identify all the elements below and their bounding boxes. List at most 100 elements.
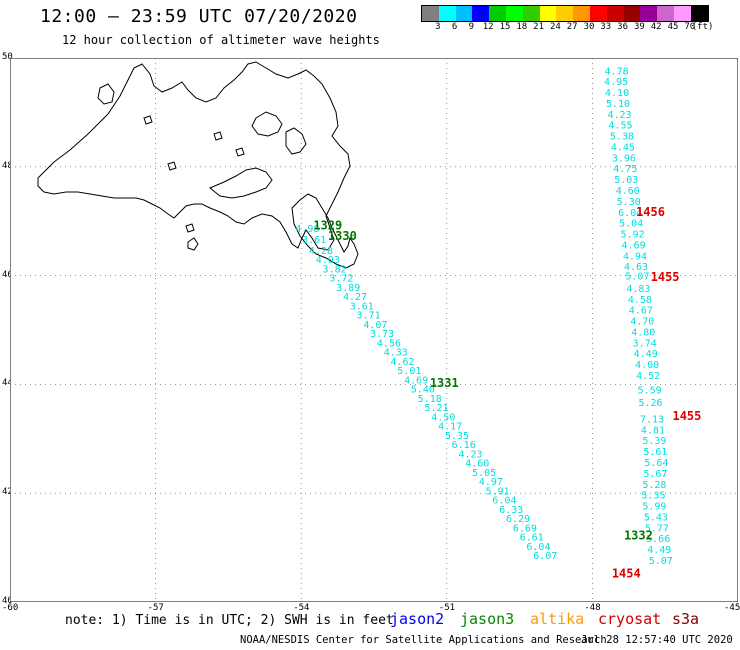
wave-height-value: 4.23 [607,110,631,121]
wave-height-value: 5.91 [486,486,510,497]
legend-swatch [422,6,439,21]
wave-height-value: 4.28 [309,246,333,257]
wave-height-value: 3.72 [329,274,353,285]
legend-swatch [573,6,590,21]
pass-time-label: 1455 [672,409,701,423]
map-subtitle: 12 hour collection of altimeter wave hei… [62,33,380,47]
legend-swatch [489,6,506,21]
wave-height-value: 4.49 [634,349,658,360]
wave-height-value: 5.07 [625,271,649,282]
wave-height-value: 6.33 [499,505,523,516]
legend-label: 36 [617,22,629,32]
wave-height-value: 4.10 [605,88,629,99]
wave-height-value: 4.67 [629,306,653,317]
wave-height-value: 3.61 [302,235,326,246]
wave-height-value: 4.81 [641,425,665,436]
wave-height-value: 4.50 [431,412,455,423]
legend-label: 9 [468,22,475,32]
wave-height-value: 6.61 [520,533,544,544]
wave-height-value: 5.05 [472,468,496,479]
wave-height-value: 4.03 [316,255,340,266]
legend-swatch [690,6,708,21]
satellite-legend-item: cryosat [598,610,662,628]
longitude-label: -48 [584,603,601,613]
wave-height-value: 4.98 [295,224,319,235]
wave-height-value: 5.39 [642,436,666,447]
wave-height-value: 5.28 [642,480,666,491]
wave-height-value: 5.92 [621,230,645,241]
wave-height-value: 4.58 [628,295,652,306]
legend-swatch [438,6,456,21]
wave-height-value: 4.23 [458,449,482,460]
map-svg: 4.784.954.105.104.234.555.384.453.964.75… [10,58,738,602]
wave-height-value: 6.04 [526,542,550,553]
legend-swatch [640,6,658,21]
wave-height-value: 5.59 [638,386,662,397]
small-island-1 [187,237,199,251]
wave-height-value: 3.89 [336,283,360,294]
credit-timestamp: Jul 28 12:57:40 UTC 2020 [581,634,733,646]
wave-height-value: 4.80 [631,327,655,338]
wave-height-value: 3.73 [370,329,394,340]
wave-height-value: 4.63 [624,262,648,273]
satellite-legend-item: jason3 [460,610,515,628]
legend-label: 6 [451,22,458,32]
wave-height-value: 5.04 [619,219,643,230]
pass-time-label: 1456 [636,205,665,219]
wave-height-value: 3.61 [350,301,374,312]
legend-swatch [606,6,624,21]
note-text: note: 1) Time is in UTC; 2) SWH is in fe… [65,613,394,628]
map-area: 4.78 4.95 4.10 5.10 4.23 4.55 5.38 4.45 3.96 4.75… [10,58,738,602]
wave-height-value: 5.99 [642,502,666,513]
legend-swatch [657,6,674,21]
wave-height-value: 3.71 [357,311,381,322]
wave-height-value: 6.29 [506,514,530,525]
legend-swatch [673,6,691,21]
longitude-label: -57 [147,603,164,613]
wave-height-value: 4.49 [647,545,671,556]
wave-height-value: 4.83 [626,284,650,295]
small-island-5 [235,147,245,157]
wave-height-value: 5.10 [606,99,630,110]
legend-label: (ft) [691,22,714,32]
legend-swatch [539,6,557,21]
wave-height-value: 4.69 [622,240,646,251]
wave-height-value: 5.01 [397,366,421,377]
wave-height-value: 4.69 [404,375,428,386]
northern-bay [251,111,283,137]
legend-swatch [556,6,574,21]
wave-height-value: 5.38 [610,132,634,143]
pass-time-label: 1454 [612,567,641,581]
wave-height-value: 5.35 [445,431,469,442]
longitude-label: -54 [293,603,310,613]
longitude-label: -51 [438,603,456,613]
wave-height-value: 5.07 [649,556,673,567]
wave-height-value: 6.04 [618,208,642,219]
pass-time-label: 1330 [328,229,357,243]
color-legend [421,5,709,22]
wave-height-value: 5.21 [424,403,448,414]
wave-height-value: 3.74 [633,338,657,349]
wave-height-value: 4.60 [616,186,640,197]
wave-height-value: 5.26 [639,398,663,409]
wave-height-value: 6.07 [533,551,557,562]
wave-height-value: 4.55 [608,121,632,132]
legend-label: 45 [667,22,679,32]
legend-label: 42 [650,22,662,32]
wave-height-value: 3.96 [612,153,636,164]
avalon-peninsula [291,193,359,269]
latitude-label: 48 [2,160,13,171]
wave-height-value: 4.97 [479,477,503,488]
wave-height-value: 5.40 [411,385,435,396]
map-title: 12:00 – 23:59 UTC 07/20/2020 [40,6,358,27]
legend-label: 15 [499,22,511,32]
pass-time-label: 1329 [313,218,342,232]
altimeter-tracks: 4.784.954.105.104.234.555.384.453.964.75… [295,66,701,580]
satellite-legend-item: s3a [672,610,700,628]
wave-height-value: 5.61 [643,447,667,458]
legend-label: 70 [684,22,696,32]
wave-height-value: 4.62 [391,357,415,368]
wave-height-value: 5.35 [641,491,665,502]
latitude-label: 50 [2,52,13,62]
wave-height-value: 6.04 [492,496,516,507]
